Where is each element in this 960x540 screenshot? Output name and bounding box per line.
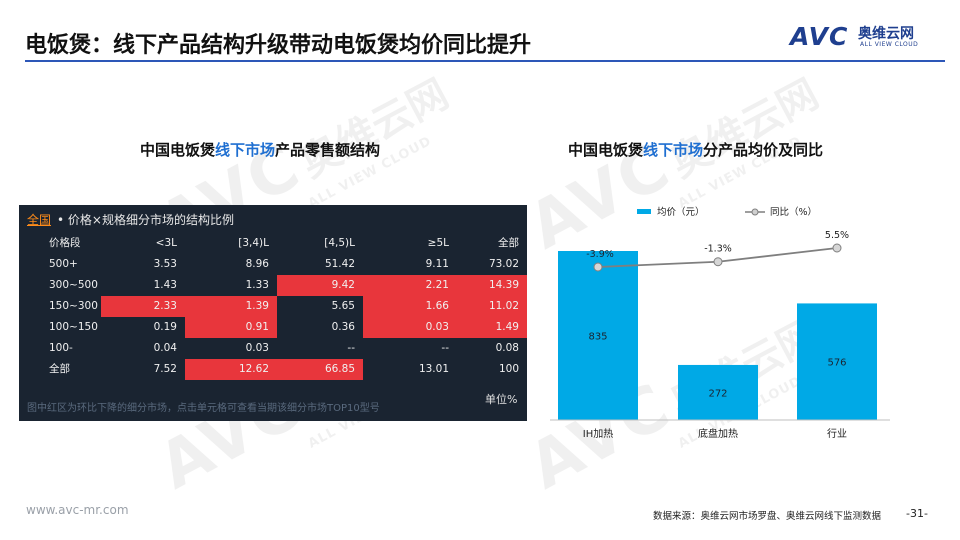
price-chart-svg: 均价（元） 同比（%） 835 IH加热 272 底盘加热 576 行业 -3.9% -1.3% 5…: [550, 206, 890, 440]
bar-value-label: 835: [588, 332, 607, 343]
bar-value-label: 272: [708, 388, 727, 399]
table-cell[interactable]: 1.66: [363, 296, 457, 317]
left-title-pre: 中国电饭煲: [140, 141, 216, 159]
table-row: 全部 7.52 12.62 66.85 13.01 100: [19, 359, 527, 380]
table-cell[interactable]: 2.33: [101, 296, 185, 317]
table-row: 150~300 2.33 1.39 5.65 1.66 11.02: [19, 296, 527, 317]
logo-cn: 奥维云网: [858, 26, 914, 42]
table-cell[interactable]: 0.91: [185, 317, 277, 338]
table-cell[interactable]: 73.02: [488, 258, 519, 270]
right-title-highlight: 线下市场: [643, 141, 704, 159]
column-header: <3L: [155, 237, 177, 249]
unit-label: 单位%: [485, 393, 518, 406]
legend-line-marker: [751, 208, 759, 216]
table-row: 100- 0.04 0.03 -- -- 0.08: [19, 338, 527, 359]
category-label: 底盘加热: [698, 427, 738, 440]
left-panel-title: 中国电饭煲线下市场产品零售额结构: [140, 139, 380, 160]
column-header: 价格段: [49, 237, 81, 249]
yoy-point: [832, 243, 842, 253]
table-cell[interactable]: 1.43: [153, 279, 177, 291]
table-cell[interactable]: 1.33: [245, 279, 269, 291]
column-header: [4,5)L: [324, 237, 355, 249]
bar: [797, 303, 877, 420]
column-header: ≥5L: [427, 237, 449, 249]
table-cell[interactable]: 5.65: [331, 300, 355, 312]
price-chart: 均价（元） 同比（%） 835 IH加热 272 底盘加热 576 行业 -3.9% -1.3% 5…: [540, 195, 935, 445]
table-cell[interactable]: 13.01: [418, 363, 449, 375]
table-cell[interactable]: 3.53: [153, 258, 177, 270]
table-cell[interactable]: 1.39: [185, 296, 277, 317]
table-cell[interactable]: 0.36: [331, 321, 355, 333]
yoy-point: [713, 257, 723, 267]
table-header-row: 价格段 <3L [3,4)L [4,5)L ≥5L 全部: [19, 233, 527, 254]
bar: [678, 364, 758, 420]
footer-url[interactable]: www.avc-mr.com: [26, 503, 129, 517]
legend-bar-label: 均价（元）: [657, 206, 705, 218]
table-cell[interactable]: 100: [498, 363, 519, 375]
table-row: 300~500 1.43 1.33 9.42 2.21 14.39: [19, 275, 527, 296]
legend-line-label: 同比（%）: [770, 206, 817, 218]
row-label: 150~300: [49, 300, 98, 312]
row-label: 全部: [49, 363, 70, 375]
yoy-value-label: -3.9%: [586, 249, 614, 260]
table-cell[interactable]: 1.49: [457, 317, 527, 338]
row-label: 100-: [49, 342, 73, 354]
title-rule: [25, 60, 945, 62]
table-cell[interactable]: --: [441, 342, 449, 354]
row-label: 300~500: [49, 279, 98, 291]
yoy-value-label: 5.5%: [825, 230, 849, 241]
table-cell[interactable]: 12.62: [185, 359, 277, 380]
yoy-value-label: -1.3%: [704, 244, 732, 255]
table-note: 图中红区为环比下降的细分市场，点击单元格可查看当期该细分市场TOP10型号: [27, 403, 380, 414]
category-label: IH加热: [583, 427, 613, 440]
table-cell[interactable]: 0.03: [245, 342, 269, 354]
table-cell[interactable]: 0.03: [363, 317, 457, 338]
data-source: 数据来源：奥维云网市场罗盘、奥维云网线下监测数据: [653, 511, 882, 522]
structure-table: 全国 • 价格×规格细分市场的结构比例 价格段 <3L [3,4)L [4,5)…: [19, 205, 527, 421]
bar-value-label: 576: [827, 358, 846, 369]
table-cell[interactable]: --: [347, 342, 355, 354]
table-cell[interactable]: 0.04: [153, 342, 177, 354]
table-cell[interactable]: 66.85: [277, 359, 363, 380]
table-cell[interactable]: 8.96: [245, 258, 269, 270]
column-header: [3,4)L: [238, 237, 269, 249]
page-number: -31-: [906, 507, 928, 520]
table-header-bar: 全国 • 价格×规格细分市场的结构比例: [19, 205, 527, 233]
page-title: 电饭煲：线下产品结构升级带动电饭煲均价同比提升: [25, 33, 532, 58]
table-cell[interactable]: 0.08: [495, 342, 519, 354]
table-row: 500+ 3.53 8.96 51.42 9.11 73.02: [19, 254, 527, 275]
right-title-post: 分产品均价及同比: [703, 141, 824, 159]
tab-national[interactable]: 全国: [27, 213, 52, 227]
avc-logo: AVC 奥维云网 ALL VIEW CLOUD: [790, 22, 940, 52]
logo-mark: AVC: [790, 22, 849, 51]
bar: [558, 251, 638, 420]
table-cell[interactable]: 11.02: [457, 296, 527, 317]
table-cell[interactable]: 7.52: [153, 363, 177, 375]
table-cell[interactable]: 2.21: [363, 275, 457, 296]
table-cell[interactable]: 9.11: [425, 258, 449, 270]
category-label: 行业: [827, 427, 847, 440]
right-panel-title: 中国电饭煲线下市场分产品均价及同比: [568, 139, 823, 160]
yoy-point: [593, 262, 603, 272]
logo-en: ALL VIEW CLOUD: [860, 41, 919, 48]
legend-bar-swatch: [637, 209, 651, 214]
row-label: 100~150: [49, 321, 98, 333]
table-cell[interactable]: 0.19: [153, 321, 177, 333]
table-row: 100~150 0.19 0.91 0.36 0.03 1.49: [19, 317, 527, 338]
right-title-pre: 中国电饭煲: [568, 141, 644, 159]
left-title-highlight: 线下市场: [215, 141, 276, 159]
table-cell[interactable]: 14.39: [457, 275, 527, 296]
left-title-post: 产品零售额结构: [275, 141, 381, 159]
row-label: 500+: [49, 258, 78, 270]
column-header: 全部: [498, 237, 519, 249]
table-cell[interactable]: 51.42: [324, 258, 355, 270]
table-caption: • 价格×规格细分市场的结构比例: [57, 213, 234, 227]
table-cell[interactable]: 9.42: [277, 275, 363, 296]
